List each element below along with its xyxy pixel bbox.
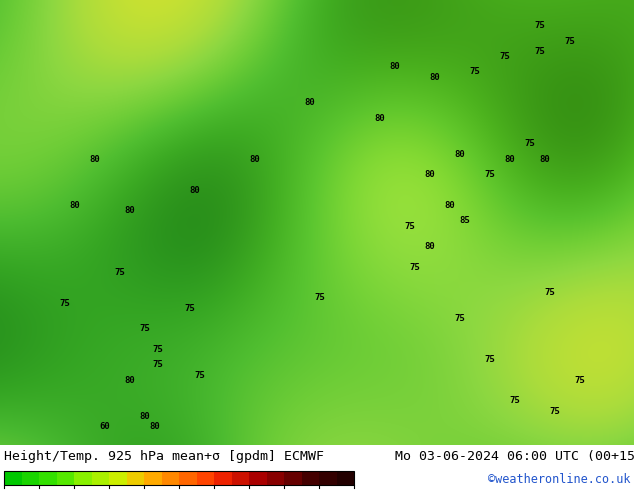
Text: 75: 75 <box>195 370 205 380</box>
Text: Height/Temp. 925 hPa mean+σ [gpdm] ECMWF: Height/Temp. 925 hPa mean+σ [gpdm] ECMWF <box>4 450 324 463</box>
Text: 75: 75 <box>60 298 70 308</box>
Text: 18: 18 <box>312 489 326 490</box>
Text: 80: 80 <box>505 155 515 164</box>
Text: 75: 75 <box>115 268 126 277</box>
Text: 80: 80 <box>70 201 81 210</box>
Bar <box>91 471 109 485</box>
Bar <box>74 471 91 485</box>
Text: 80: 80 <box>375 114 385 122</box>
Text: 75: 75 <box>470 68 481 76</box>
Bar <box>179 471 197 485</box>
Text: 80: 80 <box>390 62 401 71</box>
Text: 8: 8 <box>141 489 148 490</box>
Text: 80: 80 <box>455 149 465 159</box>
Text: 10: 10 <box>172 489 186 490</box>
Text: 14: 14 <box>242 489 256 490</box>
Text: 75: 75 <box>184 304 195 313</box>
Text: 75: 75 <box>510 396 521 405</box>
Text: 80: 80 <box>304 98 315 107</box>
Text: 75: 75 <box>545 288 555 297</box>
Text: 80: 80 <box>125 206 136 215</box>
Text: 2: 2 <box>36 489 42 490</box>
Text: 16: 16 <box>277 489 291 490</box>
Text: 75: 75 <box>139 324 150 333</box>
Text: 75: 75 <box>153 345 164 354</box>
Text: 80: 80 <box>430 73 441 81</box>
Bar <box>127 471 144 485</box>
Bar <box>144 471 162 485</box>
Text: 6: 6 <box>105 489 113 490</box>
Text: 75: 75 <box>565 37 576 46</box>
Text: 75: 75 <box>524 139 535 148</box>
Text: 75: 75 <box>574 376 585 385</box>
Text: Mo 03-06-2024 06:00 UTC (00+150): Mo 03-06-2024 06:00 UTC (00+150) <box>395 450 634 463</box>
Text: 75: 75 <box>484 170 495 179</box>
Text: 75: 75 <box>404 221 415 231</box>
Text: 80: 80 <box>139 412 150 420</box>
Text: 75: 75 <box>153 360 164 369</box>
Bar <box>197 471 214 485</box>
Text: 80: 80 <box>425 242 436 251</box>
Text: 75: 75 <box>314 294 325 302</box>
Text: 60: 60 <box>100 422 110 431</box>
Bar <box>56 471 74 485</box>
Bar <box>266 471 284 485</box>
Bar <box>4 471 22 485</box>
Text: 80: 80 <box>150 422 160 431</box>
Text: 75: 75 <box>534 47 545 56</box>
Bar <box>284 471 302 485</box>
Text: 85: 85 <box>460 217 470 225</box>
Text: 80: 80 <box>125 376 136 385</box>
Text: 12: 12 <box>207 489 221 490</box>
Text: 75: 75 <box>410 263 420 271</box>
Bar <box>302 471 319 485</box>
Bar <box>319 471 337 485</box>
Text: 4: 4 <box>70 489 77 490</box>
Text: 80: 80 <box>89 155 100 164</box>
Bar <box>22 471 39 485</box>
Bar <box>249 471 266 485</box>
Text: 80: 80 <box>540 155 550 164</box>
Bar <box>337 471 354 485</box>
Text: 75: 75 <box>484 355 495 364</box>
Bar <box>39 471 56 485</box>
Text: 80: 80 <box>190 186 200 195</box>
Text: 75: 75 <box>550 407 560 416</box>
Text: 75: 75 <box>455 314 465 323</box>
Text: 75: 75 <box>500 52 510 61</box>
Bar <box>214 471 231 485</box>
Text: 20: 20 <box>347 489 361 490</box>
Bar <box>4 471 354 485</box>
Bar <box>231 471 249 485</box>
Text: 75: 75 <box>534 21 545 30</box>
Text: ©weatheronline.co.uk: ©weatheronline.co.uk <box>488 473 630 487</box>
Bar <box>109 471 127 485</box>
Bar <box>162 471 179 485</box>
Text: 80: 80 <box>425 170 436 179</box>
Text: 80: 80 <box>444 201 455 210</box>
Text: 0: 0 <box>1 489 8 490</box>
Text: 80: 80 <box>250 155 261 164</box>
